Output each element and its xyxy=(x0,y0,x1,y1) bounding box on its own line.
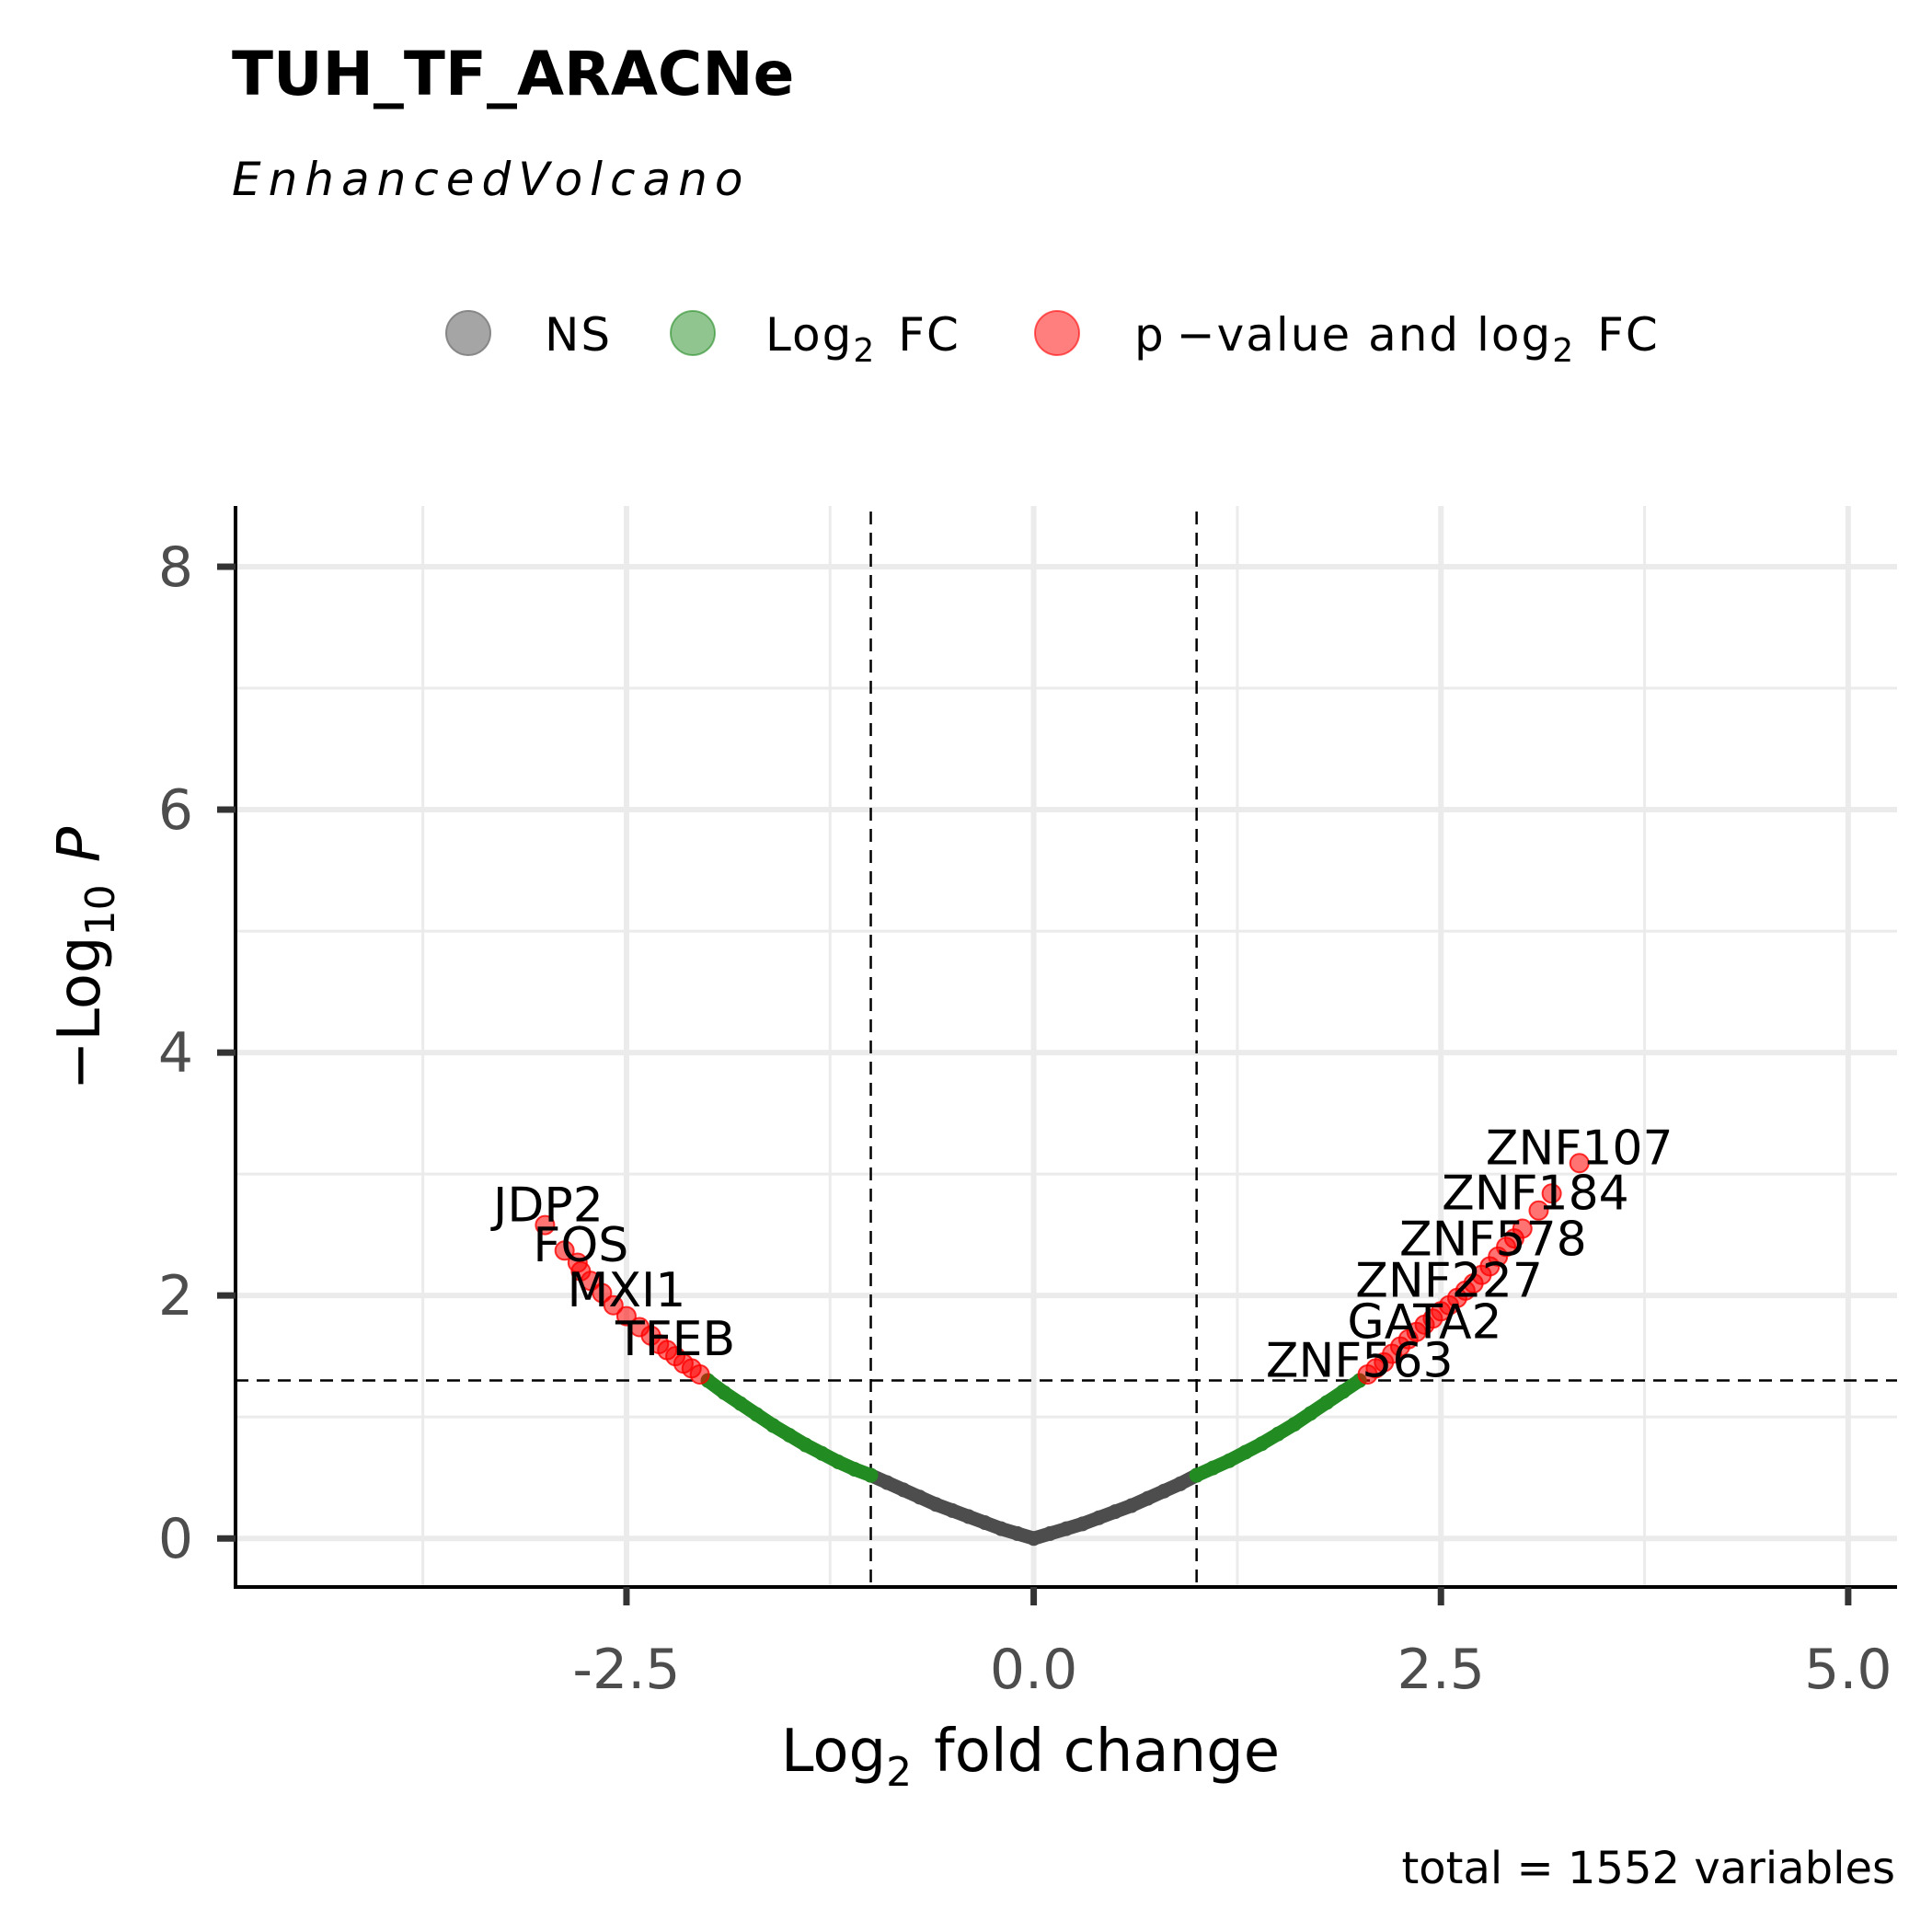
axis-ticks: -2.5 0.0 2.5 5.0 0 2 4 6 8 xyxy=(158,535,1892,1702)
data-point-sig xyxy=(554,1240,575,1261)
y-tick-label: 8 xyxy=(158,535,193,600)
x-tick-label: 2.5 xyxy=(1397,1638,1485,1702)
x-axis-title: Log2 fold change xyxy=(781,1718,1280,1796)
data-point-ns xyxy=(977,1515,993,1531)
gene-label-znf227: ZNF227 xyxy=(1355,1253,1543,1308)
cutoff-lines xyxy=(236,512,1897,1587)
data-point-ns xyxy=(960,1509,976,1524)
y-tick-label: 6 xyxy=(158,778,193,843)
gene-label-gata2: GATA2 xyxy=(1347,1294,1501,1350)
legend-ns-key xyxy=(445,310,491,356)
data-point-ns xyxy=(1059,1521,1074,1536)
data-point-fc xyxy=(717,1385,732,1400)
data-point-ns xyxy=(880,1475,895,1490)
gene-label-znf578: ZNF578 xyxy=(1399,1213,1587,1268)
gene-label-znf563: ZNF563 xyxy=(1266,1334,1454,1389)
gene-label-znf107: ZNF107 xyxy=(1486,1121,1673,1177)
data-point-ns xyxy=(1123,1498,1139,1513)
chart-title: TUH_TF_ARACNe xyxy=(232,39,794,109)
data-point-sig xyxy=(603,1294,624,1316)
data-point-fc xyxy=(1319,1395,1335,1410)
grid xyxy=(236,506,1897,1587)
gene-label-jdp2: JDP2 xyxy=(490,1179,604,1234)
gene-label-tfeb: TFEB xyxy=(615,1312,735,1367)
y-axis-title: −Log10P xyxy=(46,826,124,1090)
legend-fc-key xyxy=(670,310,716,356)
legend-sig-label: p −value and log2 FC xyxy=(1134,308,1660,370)
data-point-ns xyxy=(1156,1483,1172,1499)
data-points xyxy=(535,1153,1590,1547)
data-point-fc xyxy=(1271,1426,1286,1442)
data-point-fc xyxy=(1189,1467,1204,1483)
data-point-fc xyxy=(814,1445,830,1461)
x-tick-label: 5.0 xyxy=(1804,1638,1892,1702)
chart-subtitle: EnhancedVolcano xyxy=(232,153,750,206)
data-point-sig xyxy=(1528,1200,1549,1221)
data-point-fc xyxy=(798,1437,813,1453)
data-point-sig xyxy=(535,1214,556,1236)
legend-ns-label: NS xyxy=(545,308,612,362)
data-point-fc xyxy=(1254,1436,1270,1452)
data-point-fc xyxy=(1222,1453,1237,1468)
data-point-ns xyxy=(1108,1504,1123,1520)
data-point-ns xyxy=(1026,1531,1041,1547)
data-point-fc xyxy=(782,1427,797,1443)
data-point-sig xyxy=(580,1271,601,1292)
data-point-sig xyxy=(615,1305,637,1327)
gene-label-fos: FOS xyxy=(533,1218,628,1273)
legend: NS Log2 FC p −value and log2 FC xyxy=(445,308,1660,370)
data-point-ns xyxy=(928,1497,944,1512)
data-point-fc xyxy=(732,1396,748,1411)
data-point-fc xyxy=(1286,1417,1302,1432)
data-point-fc xyxy=(1303,1406,1318,1421)
y-tick-label: 4 xyxy=(158,1021,193,1086)
data-point-fc xyxy=(1205,1460,1221,1476)
data-point-fc xyxy=(846,1461,862,1477)
legend-fc-label: Log2 FC xyxy=(765,308,960,370)
x-tick-label: -2.5 xyxy=(572,1638,680,1702)
gene-label-znf184: ZNF184 xyxy=(1442,1166,1629,1221)
data-point-ns xyxy=(912,1489,927,1505)
data-point-ns xyxy=(1172,1476,1188,1491)
legend-sig-key xyxy=(1034,310,1080,356)
data-point-fc xyxy=(1336,1384,1351,1399)
data-point-fc xyxy=(1237,1444,1253,1460)
data-point-sig xyxy=(1569,1153,1590,1174)
data-point-ns xyxy=(1075,1516,1090,1532)
y-tick-label: 0 xyxy=(158,1507,193,1571)
x-tick-label: 0.0 xyxy=(990,1638,1077,1702)
data-point-ns xyxy=(994,1521,1009,1536)
data-point-fc xyxy=(831,1455,846,1470)
data-point-ns xyxy=(895,1482,911,1498)
data-point-ns xyxy=(1091,1510,1107,1525)
data-point-sig xyxy=(689,1363,710,1385)
data-point-fc xyxy=(749,1407,765,1422)
data-point-sig xyxy=(1512,1218,1533,1239)
data-point-ns xyxy=(1042,1525,1058,1541)
data-point-ns xyxy=(1140,1490,1156,1506)
y-tick-label: 2 xyxy=(158,1264,193,1328)
data-point-ns xyxy=(945,1502,960,1518)
caption: total = 1552 variables xyxy=(1401,1843,1895,1894)
data-point-fc xyxy=(863,1467,879,1483)
data-point-sig xyxy=(1541,1183,1562,1204)
data-point-ns xyxy=(1009,1525,1025,1541)
gene-label-mxi1: MXI1 xyxy=(567,1263,685,1318)
data-point-fc xyxy=(765,1418,781,1433)
data-point-sig xyxy=(592,1282,613,1304)
